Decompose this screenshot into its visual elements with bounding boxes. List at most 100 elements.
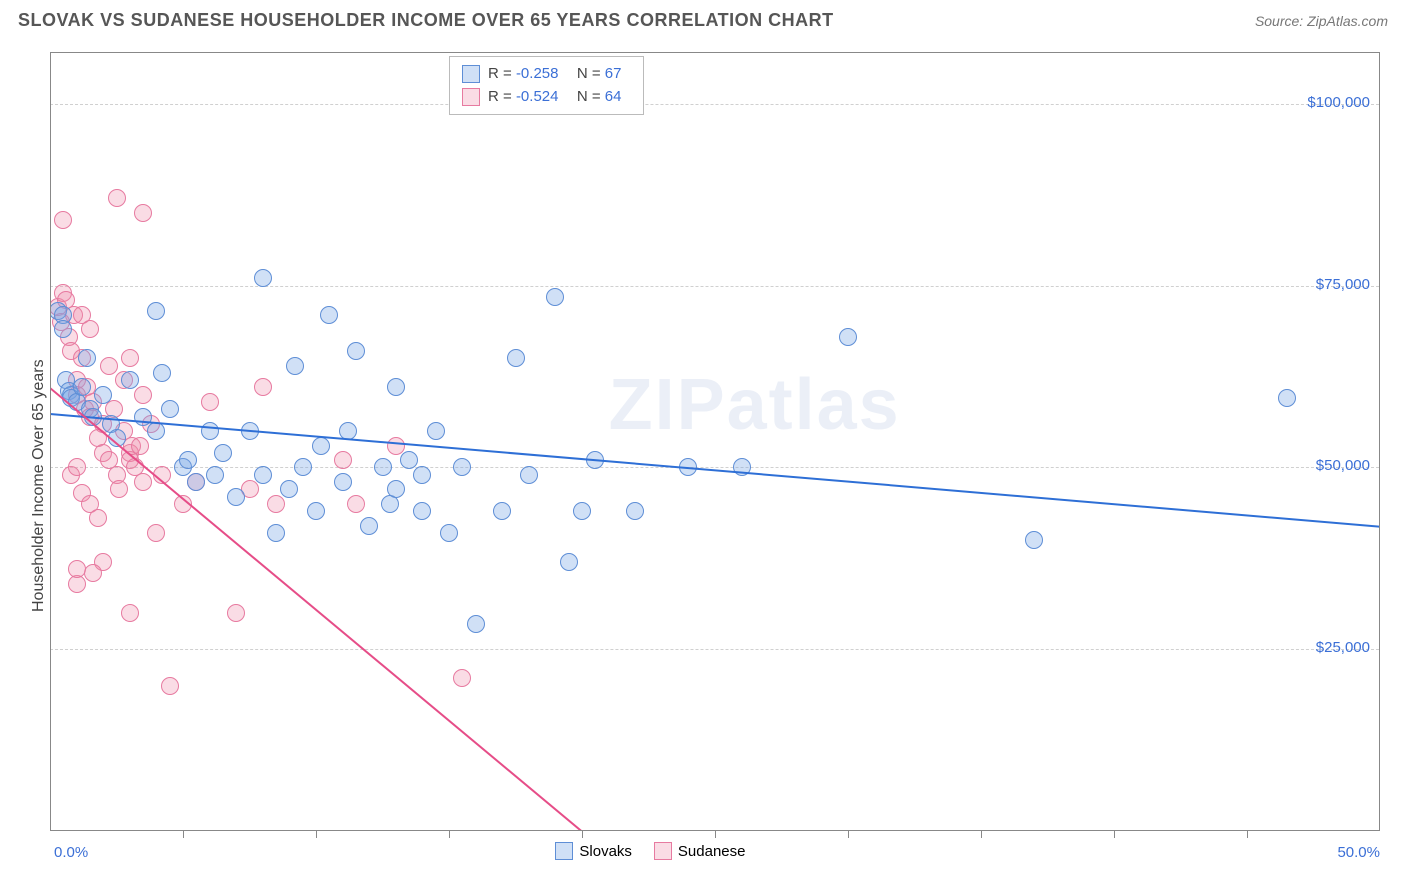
scatter-point-slovaks (573, 502, 591, 520)
scatter-point-sudanese (131, 437, 149, 455)
scatter-point-slovaks (286, 357, 304, 375)
scatter-point-slovaks (360, 517, 378, 535)
scatter-point-slovaks (387, 378, 405, 396)
x-tick-mark (1114, 830, 1115, 838)
y-axis (50, 52, 51, 830)
stats-row: R = -0.524 N = 64 (462, 86, 631, 109)
y-tick-label: $50,000 (1316, 457, 1370, 474)
scatter-point-slovaks (153, 364, 171, 382)
title-row: SLOVAK VS SUDANESE HOUSEHOLDER INCOME OV… (0, 0, 1406, 35)
scatter-point-slovaks (227, 488, 245, 506)
y-tick-label: $75,000 (1316, 276, 1370, 293)
scatter-point-slovaks (413, 502, 431, 520)
x-tick-label: 50.0% (1337, 844, 1380, 861)
scatter-point-slovaks (254, 466, 272, 484)
scatter-point-slovaks (280, 480, 298, 498)
scatter-point-sudanese (134, 204, 152, 222)
scatter-point-slovaks (493, 502, 511, 520)
scatter-point-sudanese (347, 495, 365, 513)
x-tick-mark (582, 830, 583, 838)
scatter-point-slovaks (1025, 531, 1043, 549)
scatter-point-sudanese (334, 451, 352, 469)
scatter-point-sudanese (68, 458, 86, 476)
scatter-point-sudanese (100, 357, 118, 375)
scatter-point-slovaks (507, 349, 525, 367)
scatter-point-sudanese (387, 437, 405, 455)
scatter-point-sudanese (54, 211, 72, 229)
legend-swatch (654, 842, 672, 860)
scatter-point-slovaks (179, 451, 197, 469)
x-tick-label: 0.0% (54, 844, 88, 861)
scatter-point-sudanese (134, 386, 152, 404)
scatter-point-sudanese (161, 677, 179, 695)
legend-label: Slovaks (579, 843, 632, 860)
scatter-point-slovaks (546, 288, 564, 306)
scatter-point-slovaks (147, 302, 165, 320)
scatter-point-slovaks (440, 524, 458, 542)
scatter-point-slovaks (320, 306, 338, 324)
scatter-point-slovaks (187, 473, 205, 491)
legend-swatch (462, 65, 480, 83)
scatter-point-slovaks (347, 342, 365, 360)
stats-text: R = -0.258 N = 67 (488, 63, 631, 86)
scatter-point-sudanese (267, 495, 285, 513)
scatter-point-slovaks (307, 502, 325, 520)
scatter-point-sudanese (81, 320, 99, 338)
scatter-point-sudanese (121, 604, 139, 622)
scatter-point-slovaks (374, 458, 392, 476)
scatter-point-slovaks (94, 386, 112, 404)
legend-swatch (462, 88, 480, 106)
plot-area: ZIPatlas (50, 52, 1380, 830)
stats-box: R = -0.258 N = 67R = -0.524 N = 64 (449, 56, 644, 115)
scatter-point-slovaks (560, 553, 578, 571)
x-tick-mark (848, 830, 849, 838)
scatter-point-slovaks (294, 458, 312, 476)
scatter-point-slovaks (147, 422, 165, 440)
scatter-point-sudanese (201, 393, 219, 411)
scatter-point-slovaks (254, 269, 272, 287)
scatter-point-sudanese (108, 189, 126, 207)
x-tick-mark (715, 830, 716, 838)
scatter-point-sudanese (147, 524, 165, 542)
y-axis-label: Householder Income Over 65 years (30, 360, 48, 613)
legend-item: Slovaks (555, 842, 632, 860)
gridline (50, 286, 1379, 287)
source-attribution: Source: ZipAtlas.com (1255, 13, 1388, 29)
x-tick-mark (981, 830, 982, 838)
watermark: ZIPatlas (609, 364, 901, 446)
scatter-point-slovaks (214, 444, 232, 462)
y-tick-label: $25,000 (1316, 639, 1370, 656)
scatter-point-slovaks (161, 400, 179, 418)
scatter-point-slovaks (206, 466, 224, 484)
scatter-point-sudanese (110, 480, 128, 498)
scatter-point-slovaks (413, 466, 431, 484)
scatter-point-slovaks (1278, 389, 1296, 407)
x-tick-mark (183, 830, 184, 838)
scatter-point-slovaks (54, 320, 72, 338)
stats-text: R = -0.524 N = 64 (488, 86, 631, 109)
scatter-point-slovaks (467, 615, 485, 633)
scatter-point-sudanese (89, 509, 107, 527)
chart-container: SLOVAK VS SUDANESE HOUSEHOLDER INCOME OV… (0, 0, 1406, 892)
scatter-point-slovaks (387, 480, 405, 498)
chart-title: SLOVAK VS SUDANESE HOUSEHOLDER INCOME OV… (18, 10, 834, 31)
scatter-point-slovaks (839, 328, 857, 346)
scatter-point-sudanese (134, 473, 152, 491)
scatter-point-sudanese (254, 378, 272, 396)
scatter-point-slovaks (400, 451, 418, 469)
gridline (50, 467, 1379, 468)
scatter-point-sudanese (227, 604, 245, 622)
x-tick-mark (1247, 830, 1248, 838)
scatter-point-slovaks (78, 349, 96, 367)
scatter-point-slovaks (201, 422, 219, 440)
scatter-point-sudanese (84, 564, 102, 582)
x-tick-mark (449, 830, 450, 838)
gridline (50, 104, 1379, 105)
stats-row: R = -0.258 N = 67 (462, 63, 631, 86)
legend: Slovaks Sudanese (555, 842, 745, 860)
scatter-point-slovaks (520, 466, 538, 484)
scatter-point-slovaks (312, 437, 330, 455)
scatter-point-sudanese (121, 349, 139, 367)
scatter-point-slovaks (453, 458, 471, 476)
legend-item: Sudanese (654, 842, 746, 860)
